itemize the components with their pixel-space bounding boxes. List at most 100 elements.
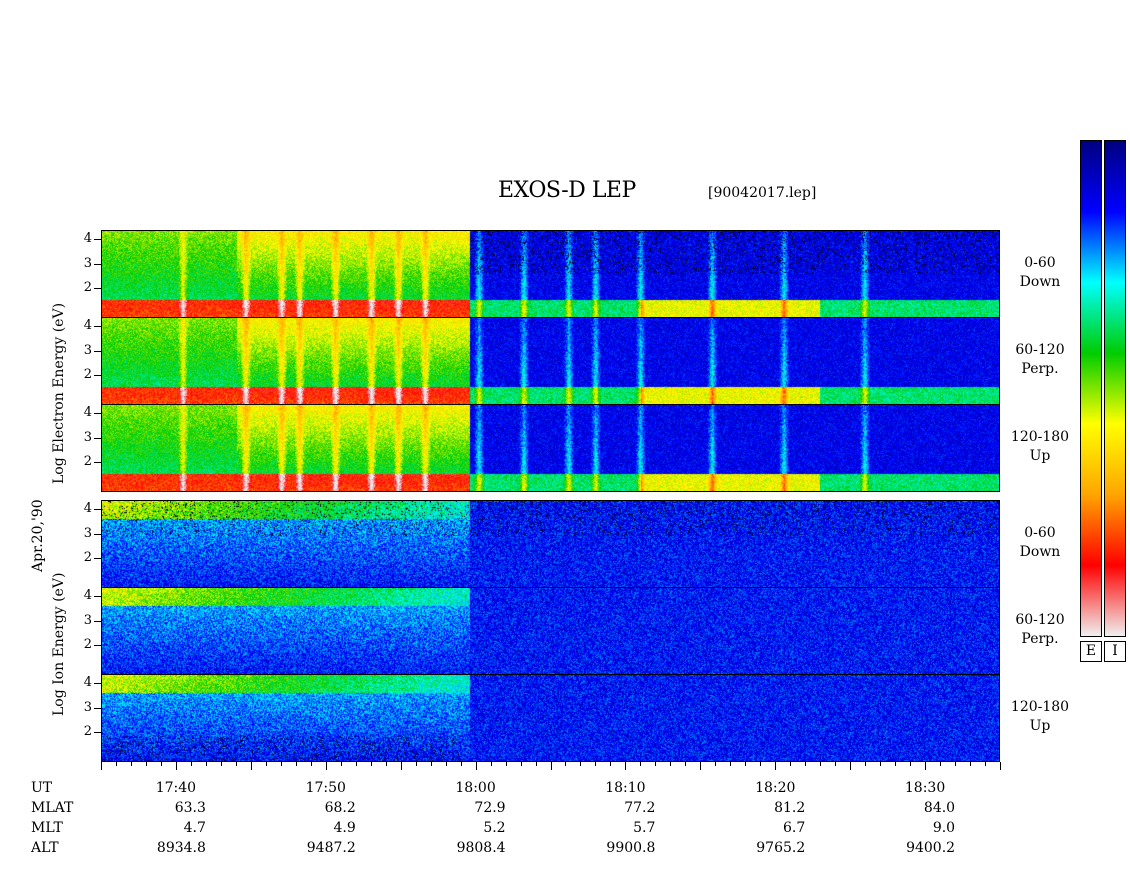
x-minor-tick xyxy=(220,762,222,766)
x-minor-tick xyxy=(760,762,762,766)
y-tick-mark xyxy=(94,645,101,647)
direction-label: Perp. xyxy=(1021,631,1059,647)
y-tick-label: 3 xyxy=(83,429,92,445)
y-tick-mark xyxy=(94,462,101,464)
direction-label: Perp. xyxy=(1021,361,1059,377)
spectrogram-panel-ion-perp xyxy=(101,587,1000,675)
y-tick-label: 2 xyxy=(83,637,92,653)
x-minor-tick xyxy=(265,762,267,766)
x-minor-tick xyxy=(985,762,987,766)
x-minor-tick xyxy=(565,762,567,766)
spectrogram-image xyxy=(102,675,999,761)
chart-title: EXOS-D LEP xyxy=(498,178,636,203)
direction-label: Up xyxy=(1029,718,1051,734)
ion-colorbar xyxy=(1104,140,1126,637)
x-minor-tick xyxy=(640,762,642,766)
x-minor-tick xyxy=(685,762,687,766)
x-minor-tick xyxy=(355,762,357,766)
y-tick-label: 4 xyxy=(83,230,92,246)
date-label: Apr.20,'90 xyxy=(30,499,46,572)
orbit-row-label-mlt: MLT xyxy=(31,820,63,836)
x-major-tick xyxy=(325,762,327,770)
pitch-angle-label: 60-120 xyxy=(1015,342,1065,358)
y-tick-label: 4 xyxy=(83,587,92,603)
panel-label: 0-60 Down xyxy=(1000,524,1080,562)
panel-label: 0-60 Down xyxy=(1000,254,1080,292)
x-minor-tick xyxy=(595,762,597,766)
orbit-value-mlat: 81.2 xyxy=(774,800,806,816)
orbit-value-mlat: 63.3 xyxy=(174,800,206,816)
orbit-value-mlt: 5.2 xyxy=(483,820,506,836)
electron-axis-label: Log Electron Energy (eV) xyxy=(51,302,67,484)
orbit-value-alt: 9487.2 xyxy=(306,840,356,856)
x-major-tick xyxy=(700,762,702,770)
panel-label: 120-180 Up xyxy=(1000,428,1080,466)
x-minor-tick xyxy=(835,762,837,766)
x-minor-tick xyxy=(535,762,537,766)
x-minor-tick xyxy=(490,762,492,766)
panel-label: 120-180 Up xyxy=(1000,698,1080,736)
orbit-value-ut: 17:50 xyxy=(305,780,346,796)
x-minor-tick xyxy=(310,762,312,766)
y-tick-label: 3 xyxy=(83,699,92,715)
panel-label: 60-120 Perp. xyxy=(1000,341,1080,379)
x-minor-tick xyxy=(940,762,942,766)
x-minor-tick xyxy=(895,762,897,766)
orbit-value-ut: 18:20 xyxy=(755,780,796,796)
x-major-tick xyxy=(925,762,927,770)
y-tick-label: 2 xyxy=(83,280,92,296)
x-minor-tick xyxy=(460,762,462,766)
orbit-value-mlat: 77.2 xyxy=(624,800,656,816)
y-tick-mark xyxy=(94,288,101,290)
orbit-value-alt: 9900.8 xyxy=(606,840,656,856)
y-tick-label: 2 xyxy=(83,550,92,566)
orbit-value-ut: 18:30 xyxy=(904,780,946,796)
y-tick-label: 3 xyxy=(83,612,92,628)
x-major-tick xyxy=(175,762,177,770)
x-minor-tick xyxy=(580,762,582,766)
x-minor-tick xyxy=(205,762,207,766)
spectrogram-image xyxy=(102,318,999,404)
y-tick-label: 2 xyxy=(83,724,92,740)
data-filename: [90042017.lep] xyxy=(708,185,817,201)
spectrogram-image xyxy=(102,588,999,674)
orbit-value-mlt: 9.0 xyxy=(932,820,956,836)
x-minor-tick xyxy=(415,762,417,766)
x-minor-tick xyxy=(235,762,237,766)
y-tick-mark xyxy=(94,263,101,265)
pitch-angle-label: 0-60 xyxy=(1024,255,1056,271)
spectrogram-panel-electron-perp xyxy=(101,317,1000,405)
y-tick-label: 4 xyxy=(83,674,92,690)
x-minor-tick xyxy=(115,762,117,766)
x-minor-tick xyxy=(385,762,387,766)
spectrogram-image xyxy=(102,231,999,317)
panel-label: 60-120 Perp. xyxy=(1000,611,1080,649)
spectrogram-panel-ion-down xyxy=(101,500,1000,588)
x-minor-tick xyxy=(730,762,732,766)
y-tick-mark xyxy=(94,238,101,240)
orbit-value-alt: 9400.2 xyxy=(906,840,956,856)
orbit-value-ut: 18:00 xyxy=(455,780,496,796)
y-tick-label: 4 xyxy=(83,500,92,516)
x-minor-tick xyxy=(430,762,432,766)
y-tick-label: 2 xyxy=(83,367,92,383)
orbit-value-mlat: 72.9 xyxy=(474,800,506,816)
orbit-value-alt: 8934.8 xyxy=(156,840,206,856)
x-minor-tick xyxy=(715,762,717,766)
y-tick-label: 4 xyxy=(83,317,92,333)
y-tick-label: 3 xyxy=(83,255,92,271)
electron-colorbar xyxy=(1080,140,1102,637)
orbit-value-alt: 9808.4 xyxy=(456,840,506,856)
y-tick-mark xyxy=(94,558,101,560)
y-tick-mark xyxy=(94,595,101,597)
direction-label: Down xyxy=(1019,544,1061,560)
x-minor-tick xyxy=(280,762,282,766)
spectrogram-image xyxy=(102,405,999,491)
pitch-angle-label: 0-60 xyxy=(1024,525,1056,541)
y-tick-label: 2 xyxy=(83,454,92,470)
orbit-value-alt: 9765.2 xyxy=(756,840,806,856)
y-tick-mark xyxy=(94,682,101,684)
orbit-row-label-ut: UT xyxy=(31,780,53,796)
orbit-value-mlt: 4.9 xyxy=(333,820,356,836)
y-tick-label: 3 xyxy=(83,525,92,541)
